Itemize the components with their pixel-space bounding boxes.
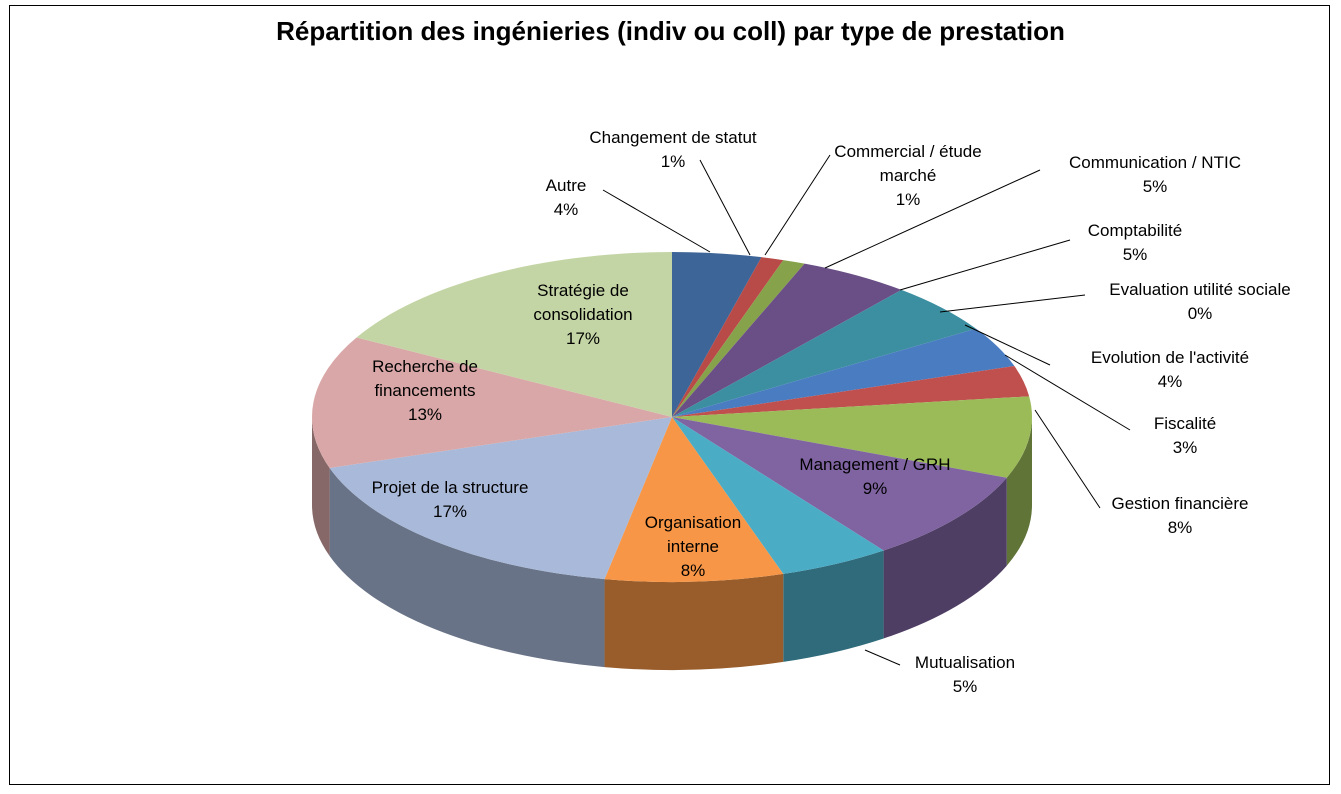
value-label: 8% xyxy=(680,561,706,580)
leader-line xyxy=(1004,354,1131,431)
category-label: Recherche de financements xyxy=(372,357,478,400)
category-label: Evaluation utilité sociale xyxy=(1109,280,1291,299)
leader-line xyxy=(964,324,1051,366)
leader-line xyxy=(899,239,1071,291)
category-label: Evolution de l'activité xyxy=(1090,348,1250,367)
data-label: Management / GRH 9% xyxy=(780,453,970,501)
slice xyxy=(672,289,976,417)
value-label: 5% xyxy=(1122,245,1148,264)
value-label: 1% xyxy=(895,190,921,209)
data-label: Autre 4% xyxy=(526,174,606,222)
leader-line xyxy=(1034,409,1101,509)
leader-line xyxy=(939,294,1086,313)
data-label: Mutualisation 5% xyxy=(895,651,1035,699)
leader-line xyxy=(824,169,1041,269)
value-label: 13% xyxy=(407,405,443,424)
slice-side xyxy=(883,477,1007,639)
category-label: Communication / NTIC xyxy=(1069,153,1241,172)
data-label: Fiscalité 3% xyxy=(1125,412,1245,460)
slice-side xyxy=(1006,417,1032,566)
category-label: Gestion financière xyxy=(1111,494,1249,513)
value-label: 17% xyxy=(432,502,468,521)
leader-line xyxy=(764,154,831,256)
leader-line xyxy=(699,159,751,256)
slice xyxy=(672,417,1007,551)
value-label: 0% xyxy=(1187,304,1213,323)
value-label: 8% xyxy=(1167,518,1193,537)
category-label: Organisation interne xyxy=(644,513,742,556)
category-label: Comptabilité xyxy=(1087,221,1183,240)
slice xyxy=(672,257,784,417)
value-label: 4% xyxy=(553,200,579,219)
value-label: 17% xyxy=(565,329,601,348)
slice xyxy=(356,252,672,417)
slice-side xyxy=(312,417,330,556)
data-label: Projet de la structure 17% xyxy=(325,476,575,524)
data-label: Changement de statut 1% xyxy=(563,126,783,174)
value-label: 5% xyxy=(1142,177,1168,196)
category-label: Fiscalité xyxy=(1153,414,1217,433)
slice xyxy=(672,417,884,574)
data-label: Organisation interne 8% xyxy=(633,511,753,583)
slice xyxy=(672,396,1032,478)
slice xyxy=(604,417,784,582)
slice xyxy=(329,417,672,580)
leader-line xyxy=(602,189,711,253)
slice xyxy=(672,252,762,417)
data-label: Gestion financière 8% xyxy=(1080,492,1280,540)
chart-title: Répartition des ingénieries (indiv ou co… xyxy=(276,16,1065,46)
slice xyxy=(672,366,1030,417)
value-label: 5% xyxy=(952,677,978,696)
category-label: Changement de statut xyxy=(589,128,757,147)
leader-line xyxy=(864,649,901,666)
data-label: Commercial / étude marché 1% xyxy=(823,140,993,212)
slice xyxy=(672,328,1015,417)
slice-side xyxy=(604,573,784,670)
slice xyxy=(672,260,805,417)
data-label: Evolution de l'activité 4% xyxy=(1060,346,1280,394)
slice xyxy=(312,337,672,468)
value-label: 4% xyxy=(1157,372,1183,391)
category-label: Management / GRH xyxy=(799,455,951,474)
category-label: Projet de la structure xyxy=(371,478,529,497)
category-label: Mutualisation xyxy=(914,653,1016,672)
data-label: Evaluation utilité sociale 0% xyxy=(1070,278,1330,326)
value-label: 3% xyxy=(1172,438,1198,457)
data-label: Communication / NTIC 5% xyxy=(1035,151,1275,199)
slice-side xyxy=(329,467,605,668)
category-label: Commercial / étude marché xyxy=(834,142,982,185)
slice-side xyxy=(783,550,884,662)
chart-frame xyxy=(9,5,1330,785)
data-label: Stratégie de consolidation 17% xyxy=(518,279,648,351)
data-label: Comptabilité 5% xyxy=(1055,219,1215,267)
category-label: Autre xyxy=(545,176,587,195)
value-label: 1% xyxy=(660,152,686,171)
slice xyxy=(672,263,902,417)
data-label: Recherche de financements 13% xyxy=(355,355,495,427)
value-label: 9% xyxy=(862,479,888,498)
category-label: Stratégie de consolidation xyxy=(533,281,633,324)
